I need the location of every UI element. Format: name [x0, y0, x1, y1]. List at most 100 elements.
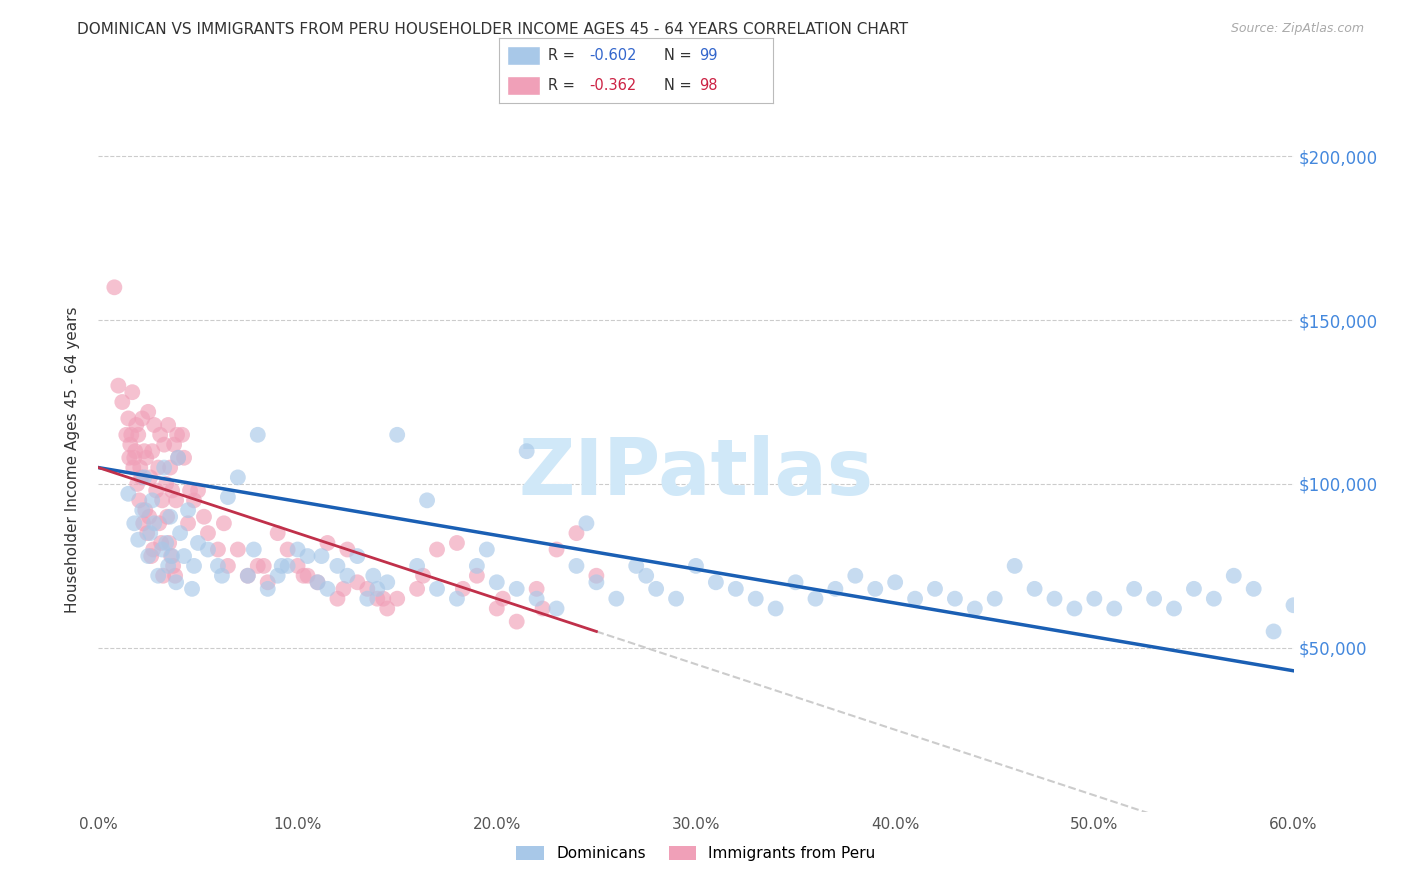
Point	[745, 591, 768, 606]
Point	[156, 509, 179, 524]
Point	[506, 582, 529, 596]
Point	[103, 280, 125, 294]
Point	[1123, 582, 1146, 596]
Point	[585, 568, 607, 582]
Point	[127, 477, 149, 491]
Point	[665, 591, 688, 606]
Point	[724, 582, 747, 596]
Point	[120, 427, 142, 442]
Point	[243, 542, 266, 557]
Point	[1024, 582, 1046, 596]
Point	[136, 526, 159, 541]
Point	[153, 437, 176, 451]
Point	[157, 417, 180, 432]
Point	[165, 575, 187, 590]
Point	[226, 470, 249, 484]
Point	[506, 615, 529, 629]
Point	[297, 568, 319, 582]
Point	[336, 542, 359, 557]
Point	[134, 444, 156, 458]
Point	[207, 542, 229, 557]
Point	[1282, 599, 1305, 613]
Point	[277, 542, 299, 557]
Point	[197, 526, 219, 541]
Point	[546, 601, 568, 615]
FancyBboxPatch shape	[508, 76, 540, 95]
Point	[575, 516, 598, 531]
Text: 99: 99	[699, 48, 718, 63]
Point	[446, 536, 468, 550]
Point	[526, 591, 548, 606]
Point	[139, 470, 162, 484]
Point	[287, 558, 309, 573]
Point	[1202, 591, 1225, 606]
Point	[565, 526, 588, 541]
Point	[804, 591, 827, 606]
Point	[141, 493, 163, 508]
Point	[141, 549, 163, 563]
Point	[963, 601, 986, 615]
Point	[134, 503, 156, 517]
Point	[385, 591, 409, 606]
Point	[884, 575, 907, 590]
Point	[183, 558, 205, 573]
Point	[1104, 601, 1126, 615]
Text: 98: 98	[699, 78, 718, 93]
Point	[159, 509, 181, 524]
Text: ZIPatlas: ZIPatlas	[519, 435, 873, 511]
Point	[1223, 568, 1246, 582]
Text: -0.362: -0.362	[589, 78, 637, 93]
Point	[253, 558, 276, 573]
Point	[585, 575, 607, 590]
Point	[375, 601, 398, 615]
Point	[246, 427, 269, 442]
Point	[924, 582, 946, 596]
Point	[366, 582, 388, 596]
Point	[426, 582, 449, 596]
Point	[129, 460, 152, 475]
Point	[406, 582, 429, 596]
Text: R =: R =	[548, 78, 581, 93]
Point	[179, 483, 201, 498]
Point	[636, 568, 658, 582]
Point	[605, 591, 627, 606]
Point	[475, 542, 498, 557]
Point	[226, 542, 249, 557]
Legend: Dominicans, Immigrants from Peru: Dominicans, Immigrants from Peru	[510, 840, 882, 868]
Point	[143, 417, 166, 432]
Point	[865, 582, 887, 596]
Point	[121, 385, 143, 400]
Point	[148, 568, 170, 582]
Point	[183, 493, 205, 508]
Point	[138, 509, 160, 524]
Point	[124, 450, 146, 465]
Point	[124, 444, 146, 458]
Point	[465, 558, 488, 573]
Point	[236, 568, 259, 582]
Point	[256, 575, 278, 590]
Point	[297, 549, 319, 563]
Point	[363, 568, 385, 582]
Point	[132, 516, 155, 531]
Point	[346, 575, 368, 590]
Point	[107, 378, 129, 392]
Point	[136, 405, 159, 419]
Point	[1043, 591, 1066, 606]
Point	[904, 591, 927, 606]
Point	[326, 591, 349, 606]
Point	[256, 582, 278, 596]
Point	[165, 568, 187, 582]
Point	[212, 516, 235, 531]
Point	[385, 427, 409, 442]
Point	[120, 437, 142, 451]
Point	[277, 558, 299, 573]
Point	[131, 503, 153, 517]
Point	[153, 460, 176, 475]
Point	[139, 526, 162, 541]
Point	[307, 575, 329, 590]
Point	[1243, 582, 1265, 596]
Point	[844, 568, 866, 582]
Point	[211, 568, 233, 582]
Point	[416, 493, 439, 508]
Point	[124, 516, 146, 531]
